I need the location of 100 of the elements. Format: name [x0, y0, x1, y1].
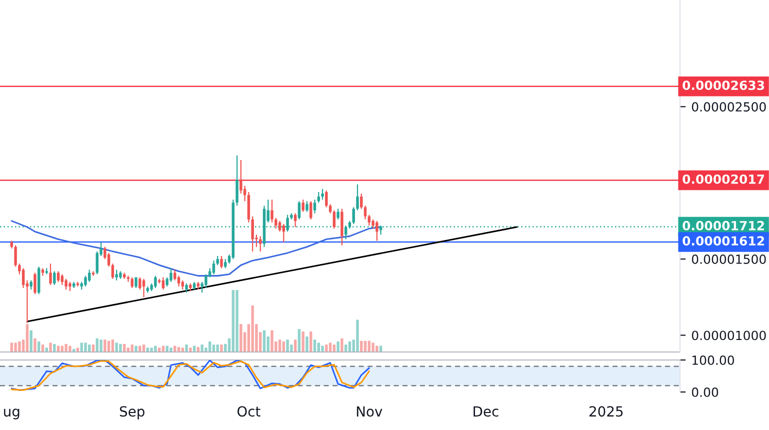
bar: [306, 336, 308, 352]
candlestick: [208, 268, 212, 278]
candlestick: [130, 276, 134, 289]
candlestick: [352, 206, 355, 225]
y-tick-label: 0.00001500: [692, 254, 766, 264]
candlestick: [49, 263, 52, 286]
candlestick: [278, 220, 282, 232]
candlestick: [177, 275, 180, 288]
bar: [18, 341, 21, 352]
bar: [236, 290, 238, 352]
candlestick: [376, 220, 378, 242]
candlestick: [220, 255, 223, 269]
x-tick-label: ug: [4, 408, 20, 420]
bar: [232, 290, 235, 352]
bar: [185, 344, 188, 352]
bar: [200, 344, 204, 352]
line-series: [10, 360, 370, 391]
candlestick: [309, 200, 312, 220]
bar: [376, 346, 378, 352]
candlestick: [360, 192, 363, 210]
candlestick: [84, 275, 87, 288]
candlestick: [258, 236, 262, 252]
bar: [115, 342, 118, 352]
candlestick: [313, 199, 316, 214]
candlestick: [22, 268, 25, 289]
bar: [84, 342, 87, 352]
candlestick: [162, 276, 165, 290]
candlestick: [294, 212, 297, 228]
bar: [240, 324, 242, 352]
candlestick: [204, 274, 208, 289]
candlestick: [185, 282, 188, 294]
candlestick: [364, 205, 367, 220]
candlestick: [138, 276, 142, 290]
candlestick: [34, 272, 36, 295]
bar: [372, 342, 374, 352]
bar: [170, 348, 172, 352]
candlestick: [111, 263, 114, 280]
candlestick: [166, 276, 168, 288]
x-tick-label: 2025: [590, 406, 623, 417]
bar: [302, 332, 304, 352]
candlestick: [298, 200, 301, 220]
x-tick-label: Sep: [120, 406, 144, 420]
bar: [64, 344, 68, 352]
candlestick: [142, 278, 146, 298]
x-tick-label: Nov: [356, 406, 382, 417]
candlestick: [224, 258, 227, 269]
y-tick-label: 0.00: [692, 387, 718, 397]
bar: [189, 348, 192, 352]
candlestick: [154, 275, 157, 289]
bar: [286, 340, 289, 352]
bar: [26, 324, 29, 352]
bar: [309, 332, 312, 352]
candlestick: [282, 223, 286, 243]
candlestick: [96, 250, 99, 275]
bar: [30, 330, 32, 352]
bar: [321, 346, 324, 352]
y-tick-label: 0.00001000: [692, 330, 766, 340]
bar: [49, 342, 52, 352]
bar: [298, 329, 301, 352]
candlestick: [336, 208, 340, 220]
candlestick: [321, 188, 324, 200]
bar: [150, 348, 153, 352]
candlestick: [64, 278, 68, 290]
bar: [356, 320, 359, 352]
candlestick: [30, 280, 32, 290]
ref-line-label: 0.00001612: [682, 236, 764, 246]
candlestick: [107, 252, 110, 268]
y-tick-label: 0.00002500: [692, 102, 766, 112]
bar: [220, 344, 223, 352]
candlestick: [14, 244, 17, 268]
candlestick: [332, 210, 336, 230]
candlestick: [170, 268, 172, 282]
bar: [216, 344, 219, 352]
bar: [53, 344, 56, 352]
candlestick: [306, 200, 308, 212]
candlestick: [115, 269, 118, 281]
bar: [166, 346, 168, 352]
candlestick: [60, 274, 64, 286]
candlestick: [173, 269, 176, 281]
bar: [340, 338, 344, 352]
bar: [336, 341, 340, 352]
bar: [134, 346, 138, 352]
bar: [104, 340, 106, 352]
ref-line-label: 0.00002017: [682, 174, 764, 184]
line-series: [10, 220, 382, 277]
candlestick: [274, 217, 278, 230]
candlestick: [88, 269, 91, 282]
candlestick: [356, 184, 359, 211]
bar: [325, 344, 328, 352]
bar: [119, 344, 122, 352]
ref-line-label: 0.00002633: [682, 80, 764, 90]
candlestick: [236, 154, 238, 206]
bar: [68, 346, 72, 352]
bar: [251, 306, 254, 352]
candlestick: [56, 270, 60, 282]
candlestick: [251, 216, 254, 252]
candlestick: [317, 191, 320, 204]
bar: [100, 340, 102, 352]
ref-line-label: 0.00001712: [682, 220, 764, 230]
candlestick: [181, 280, 184, 290]
